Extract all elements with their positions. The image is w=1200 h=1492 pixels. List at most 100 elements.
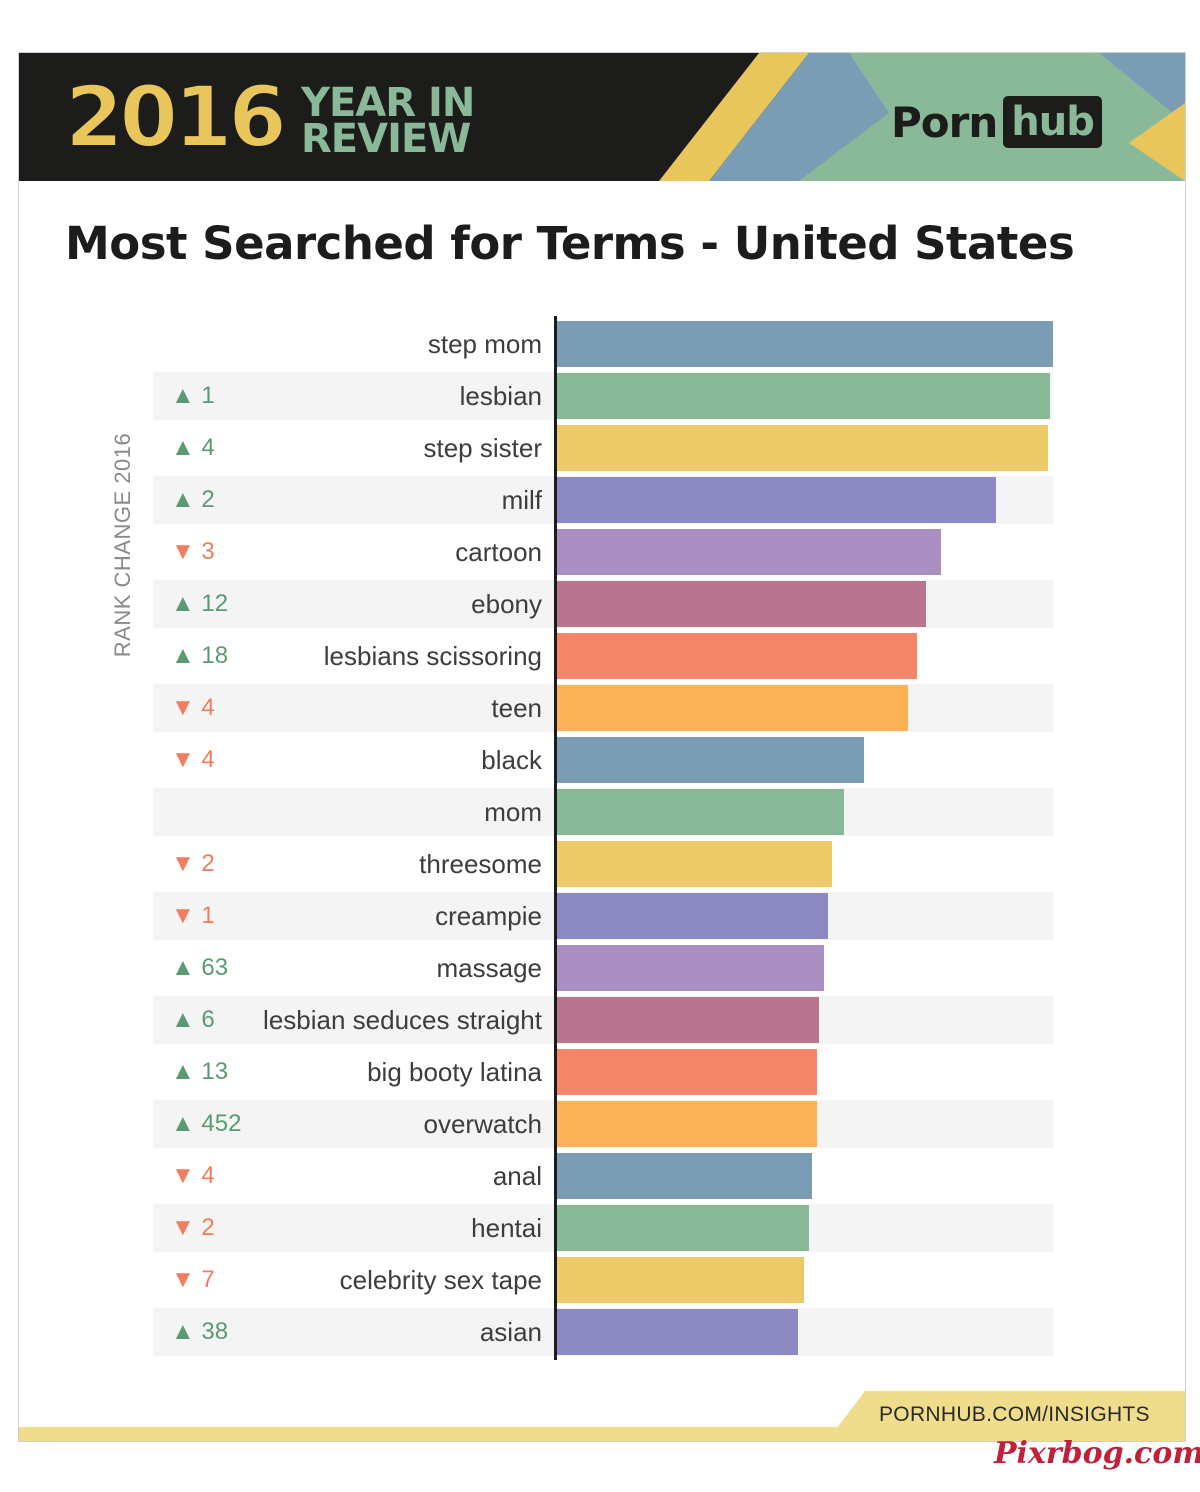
rank-change-value: 4 bbox=[201, 746, 215, 773]
rank-change-up: ▲ 18 bbox=[171, 632, 228, 680]
triangle-down-icon: ▼ bbox=[171, 1162, 202, 1189]
bar bbox=[557, 1101, 818, 1147]
rank-change-value: 2 bbox=[201, 1214, 215, 1241]
term-label: black bbox=[481, 745, 542, 775]
triangle-up-icon: ▲ bbox=[171, 1006, 202, 1033]
rank-change-value: 18 bbox=[201, 642, 229, 669]
brand-logo-left: Porn bbox=[891, 97, 998, 147]
rank-change-value: 4 bbox=[201, 434, 215, 461]
rank-change-value: 4 bbox=[201, 1162, 215, 1189]
rank-change-down: ▼ 4 bbox=[171, 736, 215, 784]
triangle-up-icon: ▲ bbox=[171, 1318, 202, 1345]
footer-tab bbox=[827, 1391, 1185, 1441]
term-label: lesbian bbox=[459, 381, 542, 411]
stripe-green bbox=[799, 53, 1185, 181]
triangle-up-icon: ▲ bbox=[171, 642, 202, 669]
rank-change-down: ▼ 4 bbox=[171, 1152, 215, 1200]
triangle-down-icon: ▼ bbox=[171, 694, 202, 721]
bar bbox=[557, 685, 909, 731]
bar bbox=[557, 321, 1053, 367]
bar bbox=[557, 425, 1048, 471]
term-label: step mom bbox=[427, 329, 542, 359]
rank-change-up: ▲ 6 bbox=[171, 996, 215, 1044]
triangle-up-icon: ▲ bbox=[171, 590, 202, 617]
triangle-up-icon: ▲ bbox=[171, 486, 202, 513]
term-label: massage bbox=[436, 953, 543, 983]
rank-change-value: 6 bbox=[201, 1006, 215, 1033]
rank-change-down: ▼ 2 bbox=[171, 840, 215, 888]
rank-change-value: 1 bbox=[201, 382, 215, 409]
brand-logo: Porn hub bbox=[891, 96, 1102, 148]
rank-change-up: ▲ 2 bbox=[171, 476, 215, 524]
bar bbox=[557, 1309, 798, 1355]
rank-change-up: ▲ 12 bbox=[171, 580, 228, 628]
rank-change-value: 12 bbox=[201, 590, 229, 617]
rank-change-down: ▼ 2 bbox=[171, 1204, 215, 1252]
term-label: celebrity sex tape bbox=[339, 1265, 542, 1295]
term-label: step sister bbox=[423, 433, 543, 463]
bar bbox=[557, 1205, 810, 1251]
triangle-down-icon: ▼ bbox=[171, 746, 202, 773]
bar bbox=[557, 789, 844, 835]
rank-change-value: 13 bbox=[201, 1058, 229, 1085]
rank-change-up: ▲ 63 bbox=[171, 944, 228, 992]
rank-change-down: ▼ 3 bbox=[171, 528, 215, 576]
infographic-card: 2016 YEAR IN REVIEW Porn hub Most Search… bbox=[18, 52, 1186, 1442]
bar bbox=[557, 997, 820, 1043]
term-label: threesome bbox=[419, 849, 542, 879]
rank-change-up: ▲ 38 bbox=[171, 1308, 228, 1356]
rank-change-value: 2 bbox=[201, 850, 215, 877]
header-banner: 2016 YEAR IN REVIEW Porn hub bbox=[19, 53, 1185, 181]
bar bbox=[557, 633, 918, 679]
term-label: big booty latina bbox=[367, 1057, 542, 1087]
chart-axis-line bbox=[554, 316, 557, 1360]
rank-change-value: 7 bbox=[201, 1266, 215, 1293]
term-label: ebony bbox=[471, 589, 542, 619]
triangle-down-icon: ▼ bbox=[171, 1266, 202, 1293]
rank-change-value: 452 bbox=[201, 1110, 242, 1137]
term-label: hentai bbox=[471, 1213, 542, 1243]
bar bbox=[557, 1049, 818, 1095]
bar bbox=[557, 893, 829, 939]
rank-change-value: 2 bbox=[201, 486, 215, 513]
triangle-up-icon: ▲ bbox=[171, 1110, 202, 1137]
triangle-down-icon: ▼ bbox=[171, 850, 202, 877]
term-label: anal bbox=[492, 1161, 542, 1191]
rank-change-value: 63 bbox=[201, 954, 229, 981]
bar bbox=[557, 373, 1050, 419]
term-label: asian bbox=[479, 1317, 542, 1347]
triangle-up-icon: ▲ bbox=[171, 382, 202, 409]
term-label: creampie bbox=[435, 901, 542, 931]
stripe-yellow-right bbox=[1129, 103, 1185, 181]
stripe-yellow bbox=[659, 53, 809, 181]
term-label: teen bbox=[491, 693, 542, 723]
rank-change-up: ▲ 1 bbox=[171, 372, 215, 420]
brand-logo-right: hub bbox=[1003, 96, 1102, 148]
rank-change-down: ▼ 1 bbox=[171, 892, 215, 940]
year-in-review-line1: YEAR IN bbox=[301, 80, 475, 126]
rank-change-down: ▼ 4 bbox=[171, 684, 215, 732]
year-label: 2016 bbox=[64, 68, 288, 166]
watermark: Pixrbog.com bbox=[994, 1436, 1200, 1471]
bar bbox=[557, 1257, 804, 1303]
term-label: lesbians scissoring bbox=[323, 641, 542, 671]
term-label: mom bbox=[484, 797, 542, 827]
footer-url[interactable]: PORNHUB.COM/INSIGHTS bbox=[879, 1403, 1150, 1426]
term-label: milf bbox=[501, 485, 542, 515]
stripe-dark-corner bbox=[1099, 53, 1185, 103]
term-label: overwatch bbox=[423, 1109, 543, 1139]
bar bbox=[557, 841, 833, 887]
bar bbox=[557, 1153, 813, 1199]
bar bbox=[557, 945, 825, 991]
rank-change-axis-label: RANK CHANGE 2016 bbox=[110, 432, 135, 658]
rank-change-down: ▼ 7 bbox=[171, 1256, 215, 1304]
bar bbox=[557, 581, 927, 627]
triangle-down-icon: ▼ bbox=[171, 902, 202, 929]
bar bbox=[557, 477, 996, 523]
year-in-review-label: YEAR IN REVIEW bbox=[301, 80, 475, 162]
header-decoration bbox=[659, 53, 1185, 181]
triangle-down-icon: ▼ bbox=[171, 1214, 202, 1241]
bar bbox=[557, 737, 864, 783]
term-label: lesbian seduces straight bbox=[263, 1005, 542, 1035]
year-in-review-line2: REVIEW bbox=[301, 116, 471, 162]
